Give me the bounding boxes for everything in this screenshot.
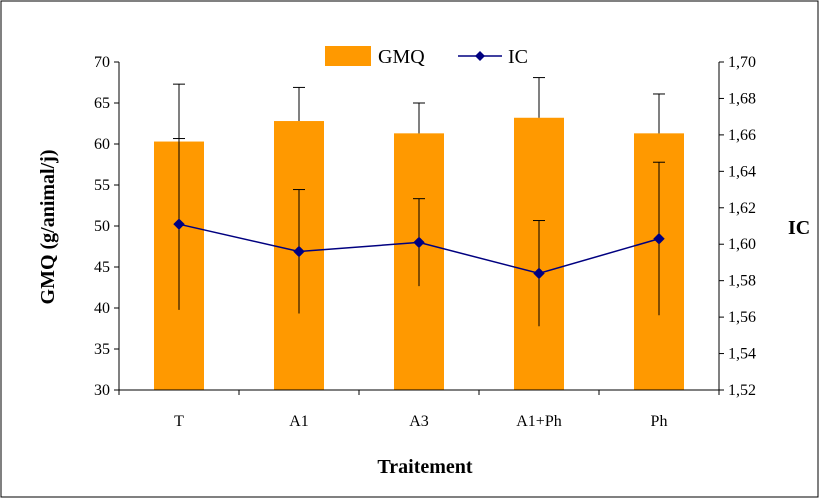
right-tick-label: 1,54: [728, 346, 756, 363]
x-axis-title: Traitement: [377, 456, 472, 478]
x-tick-label: T: [174, 413, 184, 430]
right-tick-label: 1,68: [728, 90, 756, 107]
x-tick-label: A3: [409, 413, 429, 430]
right-tick-label: 1,58: [728, 273, 756, 290]
left-tick-label: 65: [94, 95, 110, 112]
left-tick-label: 45: [94, 259, 110, 276]
right-tick-label: 1,70: [728, 54, 756, 71]
legend-label-ic: IC: [508, 46, 528, 68]
left-tick-label: 60: [94, 136, 110, 153]
legend-label-gmq: GMQ: [378, 46, 425, 68]
y2-axis-title: IC: [788, 217, 810, 239]
left-tick-label: 50: [94, 218, 110, 235]
x-tick-label: A1: [289, 413, 309, 430]
right-tick-label: 1,62: [728, 200, 756, 217]
left-tick-label: 70: [94, 54, 110, 71]
right-tick-label: 1,56: [728, 309, 756, 326]
right-tick-label: 1,64: [728, 163, 756, 180]
right-tick-label: 1,60: [728, 236, 756, 253]
left-tick-label: 55: [94, 177, 110, 194]
right-tick-label: 1,52: [728, 382, 756, 399]
x-tick-label: Ph: [651, 413, 668, 430]
left-tick-label: 40: [94, 300, 110, 317]
y-axis-title: GMQ (g/animal/j): [37, 150, 59, 305]
x-tick-label: A1+Ph: [516, 413, 561, 430]
left-tick-label: 35: [94, 341, 110, 358]
right-tick-label: 1,66: [728, 127, 756, 144]
legend-swatch-gmq: [325, 46, 371, 66]
left-tick-label: 30: [94, 382, 110, 399]
